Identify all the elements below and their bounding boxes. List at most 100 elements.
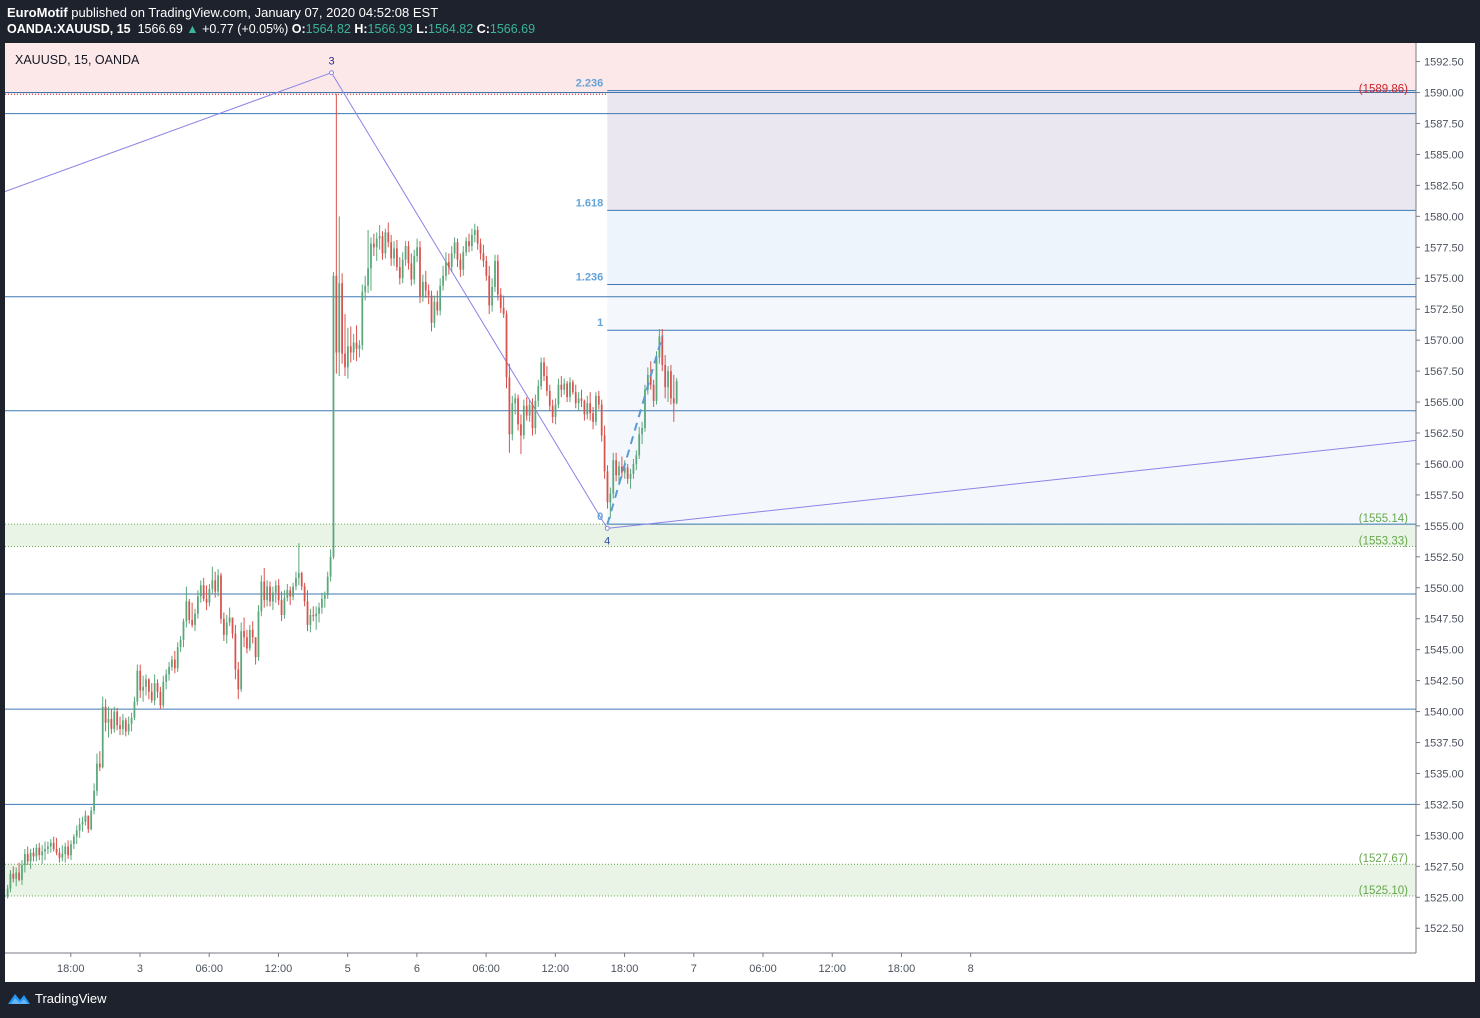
candle-body (424, 281, 427, 291)
footer-brand[interactable]: TradingView (35, 990, 107, 1006)
candle-body (430, 295, 433, 323)
candle (442, 265, 444, 291)
candle-body (150, 691, 153, 701)
price-tick-label: 1562.50 (1424, 428, 1464, 440)
candle-body (32, 852, 35, 857)
candle-body (205, 598, 208, 603)
candle (635, 450, 638, 471)
candle (225, 615, 228, 644)
candle-body (421, 281, 424, 297)
candle-body (52, 842, 55, 849)
candle-body (61, 853, 64, 858)
candle-body (18, 872, 20, 880)
candle-body (246, 637, 248, 649)
candle-body (55, 849, 58, 853)
candle-body (9, 873, 12, 889)
candle-body (675, 381, 678, 404)
candle (41, 845, 44, 864)
candle (540, 357, 543, 390)
candle (352, 333, 355, 360)
close-label: C: (476, 22, 490, 36)
candle (243, 617, 245, 648)
candle (378, 225, 381, 250)
candle (171, 655, 173, 671)
candle-body (413, 255, 416, 280)
candle-body (621, 466, 623, 473)
candle (603, 425, 606, 479)
candle-body (49, 842, 52, 847)
candle (277, 579, 280, 606)
candle (315, 606, 318, 630)
candle-body (571, 382, 574, 393)
candle-body (289, 590, 292, 597)
time-tick-label: 5 (345, 963, 351, 975)
candle-body (508, 377, 511, 435)
candle (349, 326, 352, 363)
candle-body (182, 621, 185, 640)
candle (162, 675, 165, 708)
time-tick-label: 18:00 (611, 963, 639, 975)
candle-body (563, 383, 566, 390)
price-chart[interactable]: 0 1 1.236 1.618 2.236 3 4 (1589.86) (1555.14) (15… (5, 43, 1475, 982)
price-tick-label: 1585.00 (1424, 149, 1464, 161)
candle (546, 366, 548, 396)
candle (427, 284, 430, 305)
time-tick-label: 06:00 (749, 963, 777, 975)
candle-body (318, 607, 320, 614)
candle-body (471, 234, 473, 247)
candle (626, 463, 629, 484)
candle-body (583, 400, 586, 415)
candle-body (407, 246, 410, 264)
candle (551, 399, 554, 424)
candle-body (130, 717, 133, 724)
candle-body (139, 670, 142, 691)
candle-body (197, 596, 199, 614)
candle-body (38, 847, 41, 856)
candle-body (600, 404, 603, 436)
candle-body (511, 403, 514, 435)
tradingview-logo-icon[interactable] (7, 990, 31, 1006)
candle (303, 582, 306, 607)
candle-body (522, 405, 525, 436)
fib-level-label: 2.236 (576, 78, 604, 90)
fib-zone-low (607, 284, 1416, 525)
candle (525, 397, 528, 421)
candle-body (525, 405, 528, 416)
candle-body (237, 669, 240, 690)
candle (488, 265, 491, 315)
candle (375, 232, 378, 261)
candle (404, 241, 407, 266)
candle-body (217, 575, 219, 592)
candle-body (450, 253, 453, 268)
candle (364, 275, 367, 301)
candle (222, 612, 225, 641)
candle-body (632, 463, 635, 474)
candle-body (211, 580, 214, 589)
author-name[interactable]: EuroMotif (7, 5, 68, 20)
candle-body (303, 586, 306, 602)
candle-body (234, 633, 237, 670)
candle (142, 675, 144, 702)
candle (113, 706, 116, 733)
candle (15, 867, 18, 887)
candle-body (26, 853, 29, 862)
candle (577, 392, 580, 411)
candle-body (349, 346, 352, 353)
candle (482, 244, 485, 268)
candle (220, 572, 222, 624)
candle-body (491, 286, 493, 306)
chart-frame: 0 1 1.236 1.618 2.236 3 4 (1589.86) (1555.14) (15… (5, 43, 1475, 982)
candle-body (173, 659, 176, 669)
candles (6, 93, 678, 899)
candle (453, 237, 456, 259)
candle-body (300, 572, 303, 587)
candle-body (44, 849, 46, 852)
candle (537, 379, 540, 407)
candle (280, 591, 283, 622)
candle (436, 290, 439, 316)
candle (93, 783, 95, 815)
candle-body (107, 719, 110, 723)
candle (583, 399, 586, 421)
candle-body (641, 428, 643, 435)
candle (390, 234, 393, 266)
